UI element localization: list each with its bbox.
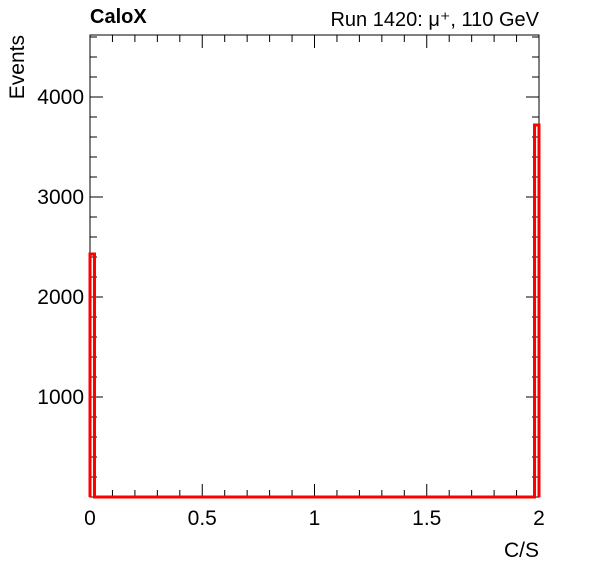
y-tick-label: 2000 xyxy=(37,286,84,309)
x-tick-label: 1.5 xyxy=(412,507,441,530)
x-tick-label: 1 xyxy=(309,507,321,530)
y-tick-label: 3000 xyxy=(37,186,84,209)
axis-ticks xyxy=(89,35,540,497)
plot-frame xyxy=(89,34,540,498)
run-info-label: Run 1420: μ⁺, 110 GeV xyxy=(330,9,539,31)
x-tick-label: 0 xyxy=(84,507,96,530)
experiment-label: CaloX xyxy=(90,6,147,28)
x-tick-label: 0.5 xyxy=(188,507,217,530)
tick-labels: 0 0.5 1 1.5 2 1000 2000 3000 4000 xyxy=(37,86,545,530)
x-axis-label: C/S xyxy=(504,539,539,562)
y-axis-label: Events xyxy=(6,35,29,99)
histogram-series xyxy=(88,123,541,499)
y-tick-label: 4000 xyxy=(37,86,84,109)
x-tick-label: 2 xyxy=(533,507,545,530)
y-tick-label: 1000 xyxy=(37,386,84,409)
